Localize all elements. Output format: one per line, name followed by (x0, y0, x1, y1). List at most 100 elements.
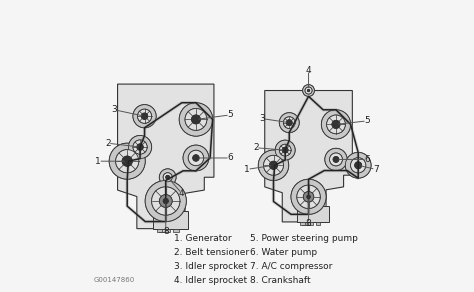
Circle shape (297, 185, 320, 208)
Circle shape (163, 173, 172, 182)
Circle shape (351, 158, 366, 173)
Circle shape (291, 179, 326, 214)
Text: 8: 8 (163, 227, 169, 236)
Circle shape (346, 152, 371, 178)
Text: 2: 2 (253, 143, 259, 152)
Circle shape (269, 161, 278, 169)
Text: 5: 5 (227, 110, 233, 119)
Circle shape (193, 155, 199, 161)
Circle shape (185, 109, 207, 130)
Circle shape (133, 105, 156, 128)
Circle shape (329, 153, 342, 166)
Circle shape (145, 180, 186, 222)
Circle shape (191, 115, 201, 124)
Circle shape (258, 150, 289, 180)
Circle shape (264, 155, 283, 175)
Circle shape (286, 120, 292, 126)
Circle shape (159, 194, 172, 207)
Circle shape (282, 147, 288, 153)
Circle shape (133, 105, 156, 128)
Circle shape (152, 187, 180, 215)
Text: 5: 5 (364, 117, 370, 125)
Circle shape (122, 156, 132, 166)
Text: 8: 8 (306, 219, 311, 228)
Circle shape (279, 113, 299, 133)
Circle shape (283, 117, 295, 128)
Circle shape (183, 145, 209, 171)
Bar (302, 222, 309, 225)
Bar (301, 222, 305, 225)
Text: 5. Power steering pump: 5. Power steering pump (250, 234, 358, 243)
Circle shape (333, 157, 339, 162)
Circle shape (137, 144, 143, 150)
Circle shape (159, 169, 176, 186)
Circle shape (179, 103, 213, 136)
Text: 6. Water pump: 6. Water pump (250, 248, 317, 257)
Text: 3: 3 (259, 114, 264, 123)
Circle shape (291, 179, 326, 214)
Text: 1. Generator: 1. Generator (174, 234, 232, 243)
Circle shape (321, 110, 351, 139)
Text: 3: 3 (111, 105, 117, 114)
Circle shape (141, 113, 148, 119)
Text: 4: 4 (179, 189, 185, 198)
Bar (316, 222, 320, 225)
Circle shape (325, 148, 347, 171)
Text: 3. Idler sprocket: 3. Idler sprocket (174, 262, 247, 271)
Circle shape (188, 150, 204, 166)
Circle shape (166, 175, 170, 179)
Circle shape (327, 115, 346, 134)
Text: 1: 1 (95, 157, 101, 166)
Circle shape (283, 117, 295, 128)
Circle shape (183, 145, 209, 171)
Circle shape (325, 148, 347, 171)
Polygon shape (118, 84, 214, 229)
Circle shape (305, 87, 312, 94)
Bar (297, 206, 329, 222)
Circle shape (258, 150, 289, 180)
Circle shape (133, 140, 147, 154)
Circle shape (122, 156, 132, 166)
Circle shape (179, 103, 213, 136)
Circle shape (145, 180, 186, 222)
Circle shape (269, 161, 278, 169)
Circle shape (166, 175, 170, 179)
Circle shape (321, 110, 351, 139)
Circle shape (275, 140, 295, 160)
Circle shape (116, 150, 139, 173)
Circle shape (109, 143, 145, 179)
Circle shape (185, 109, 207, 130)
Bar (159, 229, 166, 232)
Circle shape (333, 157, 339, 162)
Circle shape (264, 155, 283, 175)
Circle shape (128, 135, 152, 159)
Circle shape (346, 152, 371, 178)
Text: G00147860: G00147860 (94, 277, 135, 283)
Bar (173, 229, 179, 232)
Circle shape (307, 89, 310, 92)
Circle shape (332, 120, 340, 128)
Circle shape (188, 150, 204, 166)
Text: 4: 4 (306, 66, 311, 74)
Circle shape (137, 109, 152, 123)
Circle shape (137, 109, 152, 123)
Circle shape (133, 140, 147, 154)
Bar (153, 211, 188, 229)
Bar (308, 222, 313, 225)
Circle shape (163, 199, 168, 204)
Circle shape (282, 147, 288, 153)
Circle shape (305, 87, 312, 94)
Text: 6: 6 (227, 154, 233, 162)
Text: 1: 1 (244, 165, 250, 174)
Circle shape (191, 115, 201, 124)
Bar (157, 229, 162, 232)
Circle shape (286, 120, 292, 126)
Circle shape (159, 169, 176, 186)
Circle shape (128, 135, 152, 159)
Circle shape (275, 140, 295, 160)
Circle shape (279, 144, 291, 156)
Circle shape (355, 162, 362, 169)
Bar (165, 229, 170, 232)
Text: 7: 7 (373, 165, 379, 174)
Circle shape (332, 120, 340, 128)
